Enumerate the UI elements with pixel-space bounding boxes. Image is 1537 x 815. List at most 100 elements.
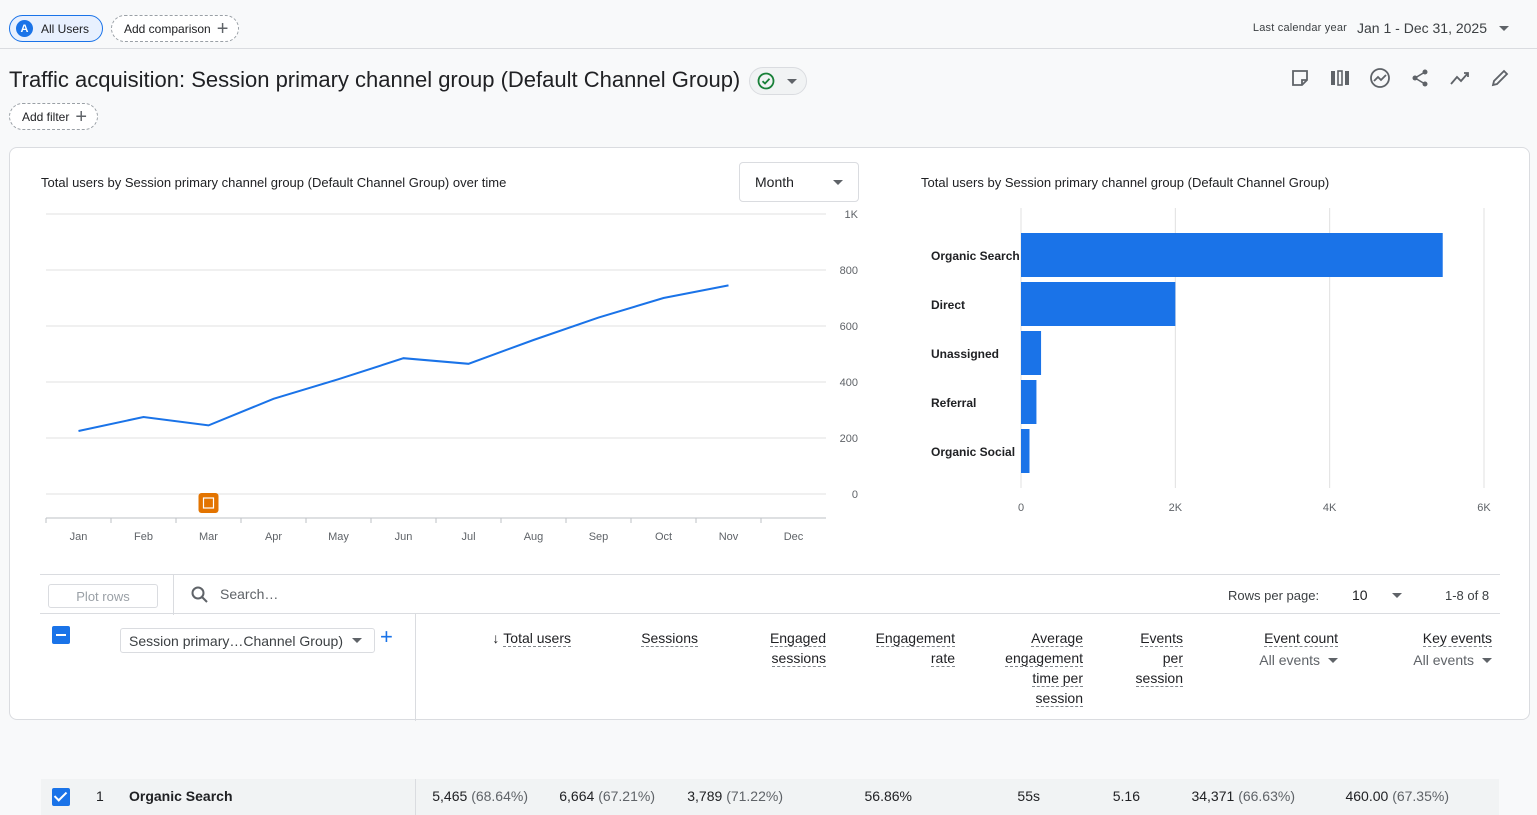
x-tick-label: Oct bbox=[655, 531, 672, 543]
column-header-text: Average bbox=[1031, 630, 1083, 647]
column-header-line: Engagement bbox=[875, 628, 955, 648]
chevron-down-icon bbox=[352, 638, 362, 643]
comparison-bar: A All Users Add comparison + Last calend… bbox=[0, 0, 1537, 49]
table-row[interactable]: 1 Organic Search 5,465 (68.64%) 6,664 (6… bbox=[41, 779, 1499, 815]
category-label: Direct bbox=[931, 298, 965, 312]
add-dimension-button[interactable]: + bbox=[380, 624, 393, 649]
table-search-input[interactable]: Search… bbox=[220, 586, 279, 602]
share-icon[interactable] bbox=[1409, 67, 1431, 89]
column-filter-label: All events bbox=[1413, 652, 1474, 668]
column-header-line: time per bbox=[1005, 668, 1083, 688]
compare-columns-icon[interactable] bbox=[1329, 67, 1351, 89]
bar-chart: 0 2K 4K 6K Organic Search Direct Unassigned Ref… bbox=[931, 208, 1491, 514]
bar bbox=[1021, 429, 1030, 473]
column-filter-select[interactable]: All events bbox=[1259, 650, 1338, 670]
y-tick-label: 200 bbox=[840, 433, 858, 445]
y-tick-label: 1K bbox=[845, 209, 859, 221]
granularity-value: Month bbox=[755, 174, 794, 190]
add-filter-button[interactable]: Add filter + bbox=[9, 103, 99, 130]
cell-sessions: 6,664 (67.21%) bbox=[559, 788, 655, 804]
column-header-text: session bbox=[1035, 690, 1083, 707]
insights-icon[interactable] bbox=[1369, 67, 1391, 89]
column-header[interactable]: Event count All events bbox=[1259, 628, 1338, 670]
chevron-down-icon bbox=[1499, 25, 1509, 31]
add-comparison-button[interactable]: Add comparison + bbox=[111, 15, 240, 42]
column-header-line: per bbox=[1136, 648, 1183, 668]
category-label: Referral bbox=[931, 396, 976, 410]
all-users-label: All Users bbox=[41, 21, 90, 36]
column-header[interactable]: Average engagement time per session bbox=[1005, 628, 1083, 708]
column-filter-select[interactable]: All events bbox=[1413, 650, 1492, 670]
search-icon bbox=[191, 586, 208, 603]
column-header-line: Average bbox=[1005, 628, 1083, 648]
x-tick-label: Feb bbox=[134, 531, 153, 543]
bar bbox=[1021, 380, 1037, 424]
column-header-text: Key events bbox=[1422, 630, 1492, 647]
column-header[interactable]: ↓ Total users bbox=[492, 628, 571, 648]
table-header: Session primary…Channel Group) + ↓ Total… bbox=[40, 614, 1500, 721]
edit-icon[interactable] bbox=[1489, 67, 1511, 89]
x-tick-label: 6K bbox=[1477, 502, 1491, 514]
column-header-line: sessions bbox=[770, 648, 826, 668]
column-header-line: Event count bbox=[1259, 628, 1338, 648]
column-header[interactable]: Engaged sessions bbox=[769, 628, 826, 668]
bar bbox=[1021, 282, 1176, 326]
segment-avatar: A bbox=[16, 20, 33, 37]
annotation-icon[interactable] bbox=[1289, 67, 1311, 89]
column-header[interactable]: Engagement rate bbox=[875, 628, 955, 668]
column-header-text: Total users bbox=[503, 630, 571, 647]
y-tick-label: 0 bbox=[852, 489, 858, 501]
annotation-marker bbox=[198, 493, 219, 513]
x-tick-label: Jan bbox=[70, 531, 88, 543]
bar-chart-title: Total users by Session primary channel g… bbox=[921, 175, 1330, 190]
x-tick-label: Jun bbox=[395, 531, 413, 543]
x-tick-label: Jul bbox=[461, 531, 475, 543]
column-header[interactable]: Events per session bbox=[1135, 628, 1183, 688]
trending-icon[interactable] bbox=[1449, 67, 1471, 89]
x-tick-label: Apr bbox=[265, 531, 282, 543]
y-tick-label: 800 bbox=[840, 265, 858, 277]
divider bbox=[173, 575, 174, 615]
bar bbox=[1021, 233, 1443, 277]
report-status-button[interactable] bbox=[749, 67, 807, 95]
column-header-text: Event count bbox=[1264, 630, 1338, 647]
plus-icon: + bbox=[75, 105, 88, 128]
row-rank: 1 bbox=[96, 788, 104, 804]
column-header-line: ↓ Total users bbox=[492, 628, 571, 648]
column-header-text: Events bbox=[1140, 630, 1183, 647]
column-header-line: Events bbox=[1136, 628, 1183, 648]
column-header-text: Engaged bbox=[769, 630, 826, 647]
granularity-select[interactable]: Month bbox=[739, 162, 859, 202]
all-users-chip[interactable]: A All Users bbox=[9, 15, 103, 42]
plot-rows-button[interactable]: Plot rows bbox=[48, 584, 158, 608]
cell-avg-engagement-time: 55s bbox=[1017, 788, 1040, 804]
column-header-line: rate bbox=[876, 648, 955, 668]
pagination-label: 1-8 of 8 bbox=[1445, 588, 1490, 603]
x-tick-label: Nov bbox=[719, 531, 739, 543]
cell-total-users: 5,465 (68.64%) bbox=[432, 788, 528, 804]
dimension-select[interactable]: Session primary…Channel Group) bbox=[120, 628, 375, 653]
rows-per-page-select[interactable]: 10 bbox=[1352, 587, 1368, 603]
column-header[interactable]: Sessions bbox=[641, 628, 698, 648]
chevron-down-icon bbox=[787, 78, 797, 84]
category-label: Unassigned bbox=[931, 347, 999, 361]
x-tick-label: 4K bbox=[1323, 502, 1337, 514]
cell-key-events: 460.00 (67.35%) bbox=[1345, 788, 1449, 804]
rows-per-page-label: Rows per page: bbox=[1228, 588, 1320, 603]
cell-engaged-sessions: 3,789 (71.22%) bbox=[687, 788, 783, 804]
row-dimension-value: Organic Search bbox=[129, 788, 233, 804]
report-toolbar bbox=[1289, 67, 1511, 89]
column-header-text: per bbox=[1162, 650, 1183, 667]
row-checkbox[interactable] bbox=[52, 788, 70, 806]
check-circle-icon bbox=[757, 72, 775, 90]
column-header[interactable]: Key events All events bbox=[1413, 628, 1492, 670]
cell-engagement-rate: 56.86% bbox=[864, 788, 912, 804]
column-header-line: engagement bbox=[1005, 648, 1083, 668]
column-header-line: Key events bbox=[1413, 628, 1492, 648]
date-range-picker[interactable]: Last calendar year Jan 1 - Dec 31, 2025 bbox=[1253, 20, 1509, 36]
column-header-text: session bbox=[1135, 670, 1183, 687]
select-all-checkbox[interactable] bbox=[52, 626, 70, 644]
column-header-line: Sessions bbox=[641, 628, 698, 648]
date-range-value: Jan 1 - Dec 31, 2025 bbox=[1357, 20, 1487, 36]
series-line bbox=[78, 284, 729, 432]
